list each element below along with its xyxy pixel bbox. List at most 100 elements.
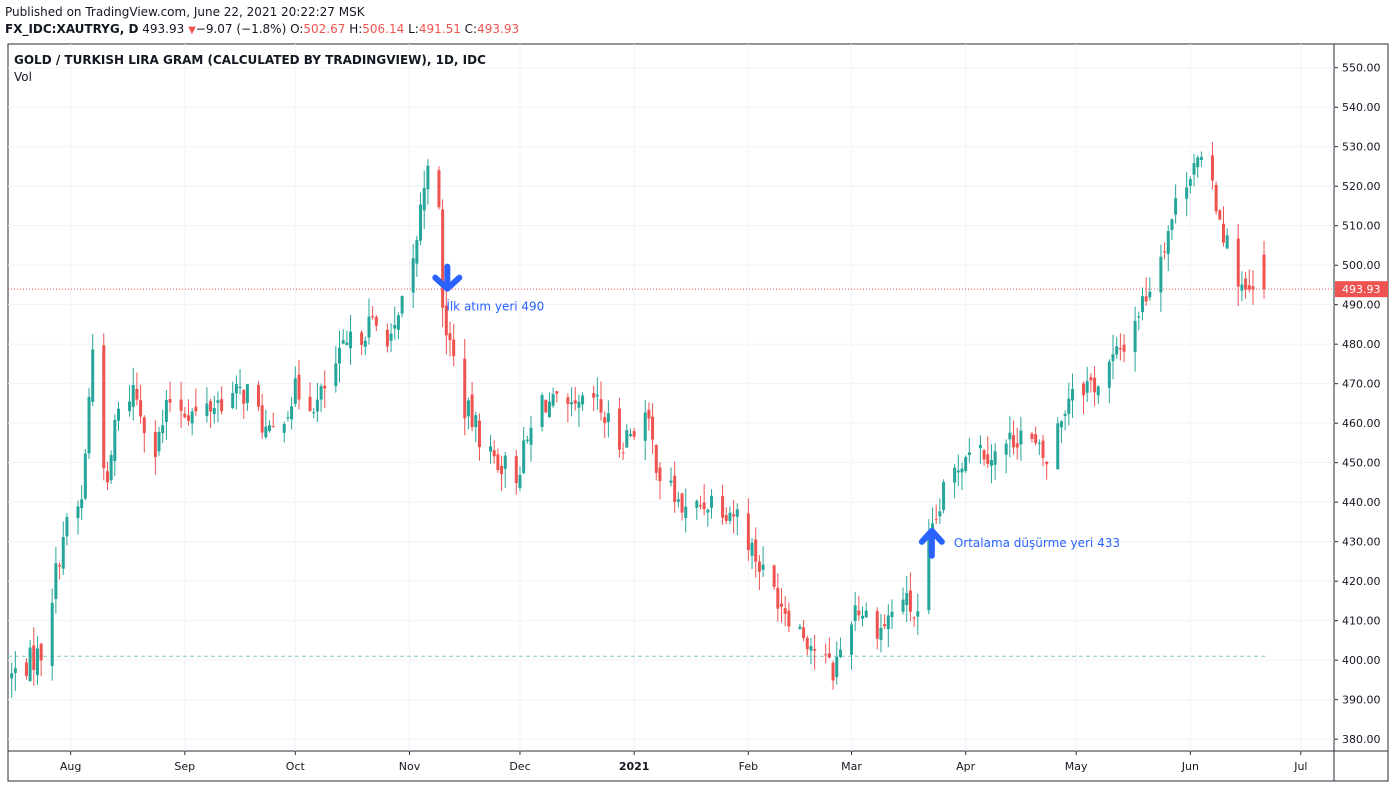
- candle-body: [570, 402, 574, 405]
- candle-down: [912, 616, 916, 627]
- candle-body: [190, 411, 194, 424]
- candle-body: [1159, 256, 1163, 293]
- candle-body: [349, 331, 353, 349]
- candle-up: [706, 508, 710, 527]
- candle-body: [632, 431, 636, 437]
- candle-body: [308, 396, 312, 411]
- candle-body: [710, 495, 714, 508]
- candle-down: [805, 635, 809, 656]
- candle-up: [1159, 244, 1163, 313]
- candle-body: [1030, 433, 1034, 440]
- candle-body: [363, 340, 367, 347]
- candle-down: [374, 315, 378, 332]
- candle-body: [1056, 423, 1060, 470]
- candle-body: [1063, 413, 1067, 417]
- candle-body: [754, 539, 758, 562]
- y-tick-label: 380.00: [1342, 733, 1381, 746]
- candle-down: [621, 442, 625, 460]
- candle-body: [1067, 398, 1071, 414]
- candle-up: [205, 387, 209, 423]
- candle-up: [13, 651, 17, 692]
- symbol-label[interactable]: FX_IDC:XAUTRYG, D: [5, 22, 139, 36]
- candle-up: [960, 462, 964, 491]
- candle-body: [290, 406, 294, 420]
- candle-body: [242, 390, 246, 404]
- candle-body: [13, 668, 17, 673]
- candle-down: [883, 614, 887, 630]
- candle-down: [1093, 366, 1097, 407]
- candle-down: [105, 461, 109, 491]
- candle-up: [953, 464, 957, 499]
- candle-body: [592, 393, 596, 398]
- candle-body: [838, 649, 842, 658]
- candle-body: [503, 455, 507, 469]
- candle-body: [1188, 179, 1192, 186]
- candle-body: [827, 653, 831, 658]
- candle-body: [886, 615, 890, 630]
- candle-up: [916, 593, 920, 635]
- candle-down: [1034, 426, 1038, 446]
- chart-legend: GOLD / TURKISH LIRA GRAM (CALCULATED BY …: [14, 52, 486, 86]
- candle-down: [647, 402, 651, 431]
- candle-down: [702, 484, 706, 516]
- candle-body: [24, 662, 28, 676]
- candle-up: [861, 606, 865, 627]
- candle-body: [205, 403, 209, 416]
- y-tick-label: 550.00: [1342, 62, 1381, 75]
- candle-down: [617, 397, 621, 458]
- candle-up: [268, 420, 272, 433]
- candle-up: [1067, 382, 1071, 426]
- candle-up: [212, 395, 216, 424]
- x-tick-label: Jul: [1293, 760, 1307, 773]
- candle-up: [978, 435, 982, 464]
- candle-down: [102, 333, 106, 481]
- candle-body: [492, 450, 496, 457]
- candle-down: [908, 572, 912, 622]
- candle-body: [35, 648, 39, 676]
- candle-body: [802, 627, 806, 639]
- candle-body: [934, 519, 938, 521]
- y-tick-label: 390.00: [1342, 694, 1381, 707]
- candle-body: [890, 611, 894, 618]
- candle-body: [315, 399, 319, 412]
- candle-up: [1199, 151, 1203, 167]
- candle-down: [500, 455, 504, 491]
- candle-up: [989, 444, 993, 484]
- candle-up: [1140, 287, 1144, 321]
- candle-body: [157, 431, 161, 452]
- candle-body: [1004, 443, 1008, 455]
- candle-down: [1251, 270, 1255, 305]
- candle-up: [161, 409, 165, 444]
- candle-down: [58, 562, 62, 580]
- candle-up: [50, 588, 54, 681]
- annotations: İlk atım yeri 490 Ortalama düşürme yeri 4…: [432, 263, 1120, 559]
- candle-body: [1133, 320, 1137, 353]
- candle-down: [787, 602, 791, 633]
- candle-body: [415, 240, 419, 264]
- annotation-label: İlk atım yeri 490: [446, 299, 544, 314]
- candle-body: [724, 515, 728, 521]
- candle-up: [503, 451, 507, 488]
- candle-up: [91, 334, 95, 406]
- candle-body: [441, 209, 445, 308]
- candle-down: [1012, 420, 1016, 455]
- candle-down: [1244, 272, 1248, 299]
- candle-body: [606, 413, 610, 423]
- candle-down: [934, 504, 938, 525]
- candle-body: [385, 329, 389, 347]
- published-line: Published on TradingView.com, June 22, 2…: [5, 5, 365, 19]
- candle-up: [547, 392, 551, 418]
- candle-body: [1196, 157, 1200, 168]
- candle-body: [905, 593, 909, 606]
- candle-up: [164, 390, 168, 441]
- y-tick-label: 470.00: [1342, 378, 1381, 391]
- candle-body: [857, 610, 861, 616]
- candle-up: [625, 424, 629, 448]
- candle-down: [1214, 181, 1218, 215]
- candle-up: [349, 314, 353, 365]
- candle-up: [798, 624, 802, 630]
- grid-lines: [7, 43, 1389, 782]
- candle-body: [393, 324, 397, 329]
- candle-body: [87, 396, 91, 454]
